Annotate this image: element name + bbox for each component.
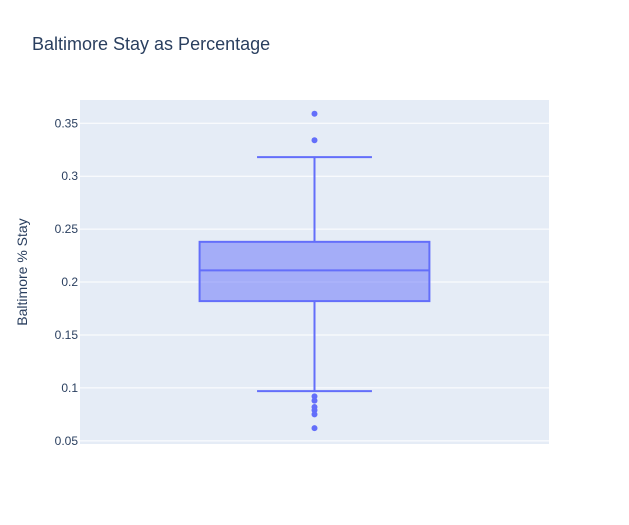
outlier-point xyxy=(311,407,318,414)
y-tick-label: 0.1 xyxy=(61,381,78,395)
y-tick-label: 0.05 xyxy=(55,434,79,448)
y-tick-label: 0.2 xyxy=(61,275,78,289)
outlier-point xyxy=(311,425,318,432)
y-axis-title: Baltimore % Stay xyxy=(14,218,30,325)
y-tick-label: 0.35 xyxy=(55,116,79,130)
y-tick-label: 0.25 xyxy=(55,222,79,236)
outlier-point xyxy=(311,411,318,418)
outlier-point xyxy=(311,397,318,404)
y-tick-label: 0.15 xyxy=(55,328,79,342)
chart-title: Baltimore Stay as Percentage xyxy=(32,34,270,54)
outlier-point xyxy=(311,137,318,144)
outlier-point xyxy=(311,110,318,117)
box-trace[interactable] xyxy=(198,156,431,393)
y-tick-label: 0.3 xyxy=(61,169,78,183)
outlier-points[interactable] xyxy=(311,110,318,432)
y-axis-ticks: 0.05 0.1 0.15 0.2 0.25 0.3 0.35 xyxy=(55,116,79,448)
iqr-box xyxy=(198,240,431,303)
outlier-point xyxy=(311,393,318,400)
